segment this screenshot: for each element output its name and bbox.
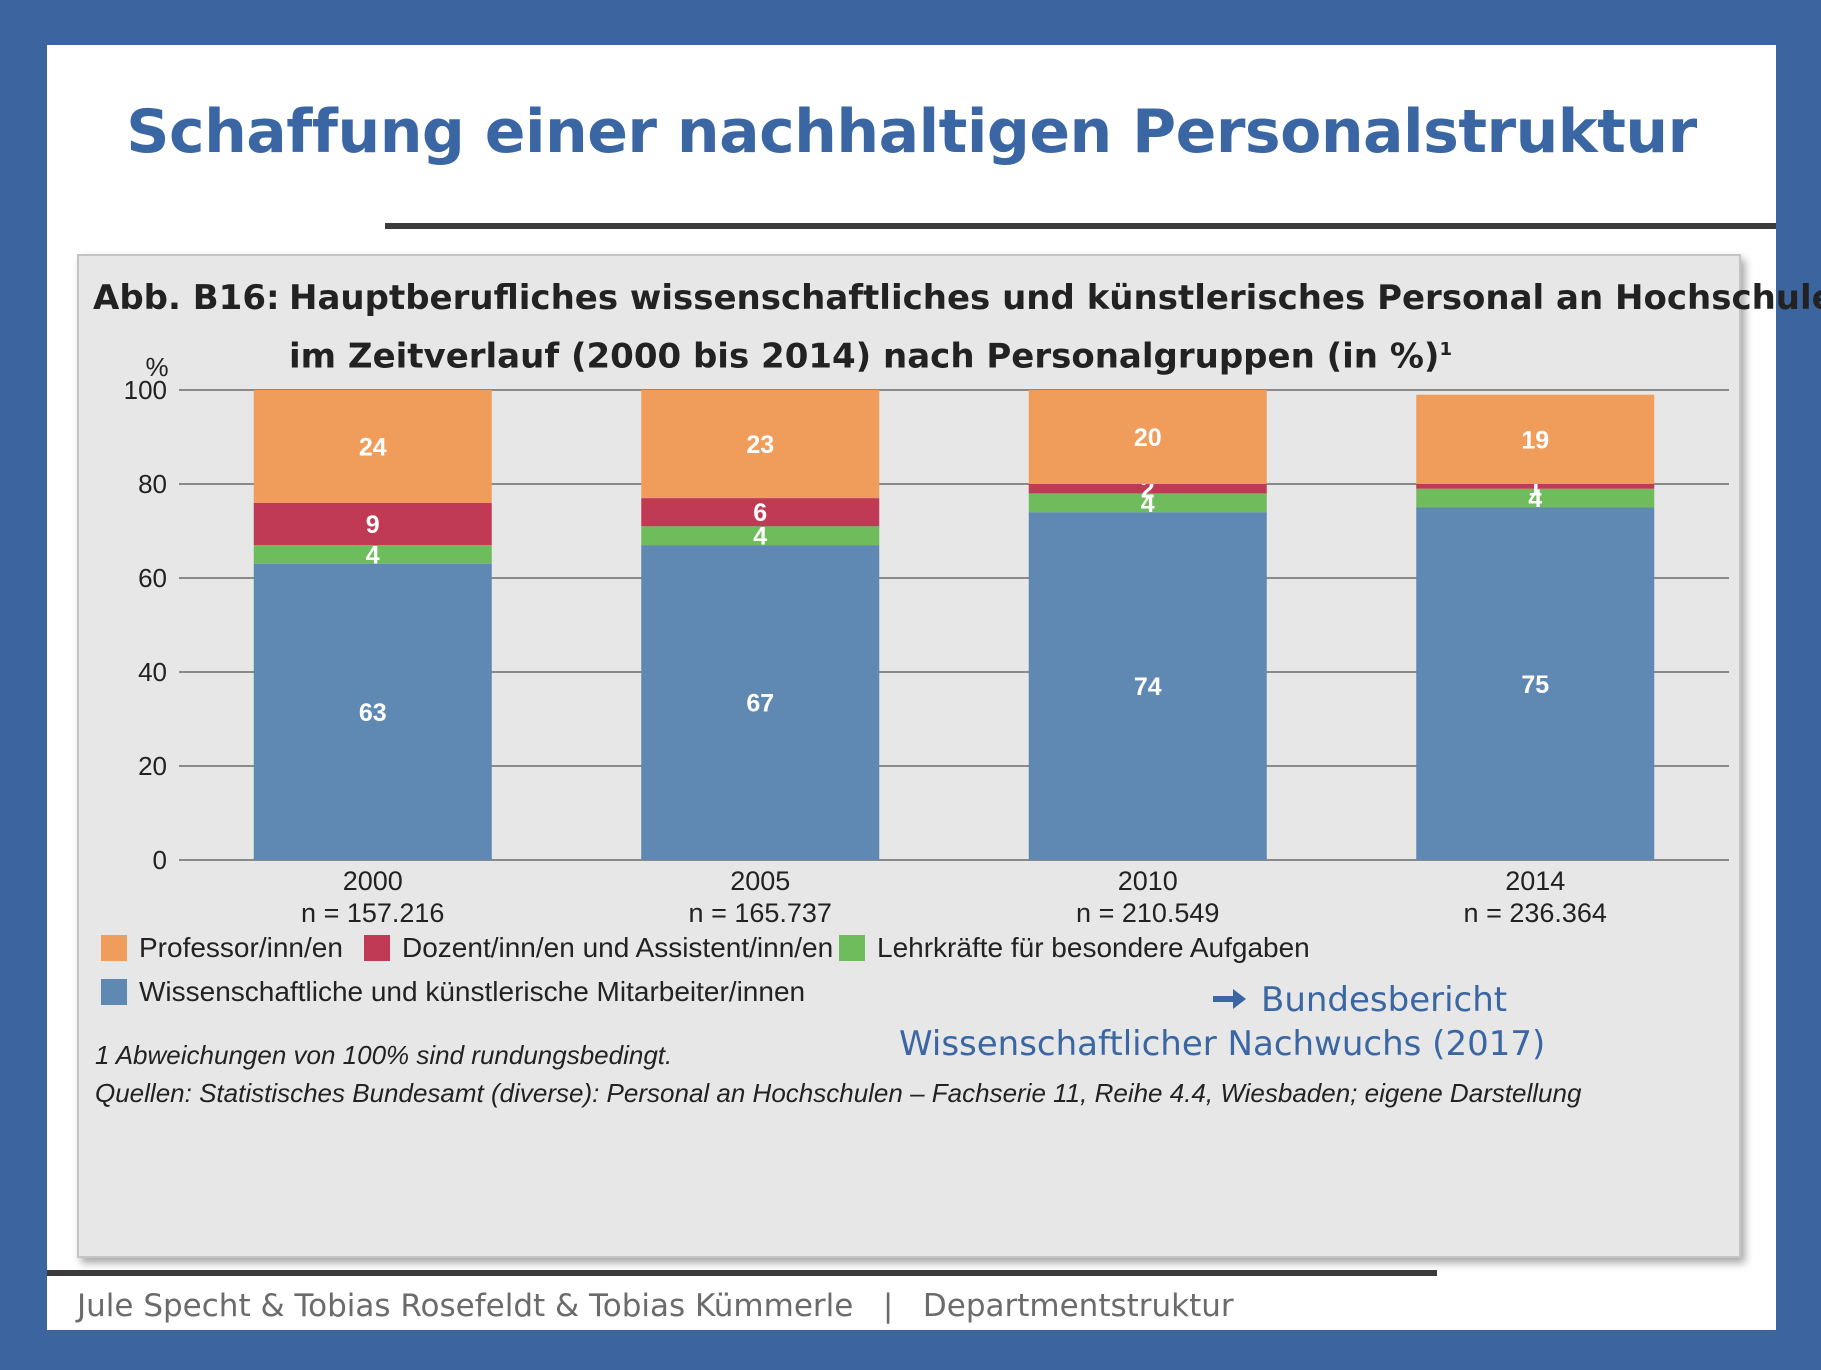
data-label: 20 [1134, 424, 1162, 452]
bar-segment [1416, 488, 1655, 508]
x-tick-label: 2010 [1118, 866, 1178, 896]
figure-panel: Abb. B16: Hauptberufliches wissenschaftl… [77, 254, 1821, 1258]
y-tick-label: 60 [138, 563, 167, 593]
data-label: 24 [359, 433, 387, 461]
report-link-title[interactable]: Wissenschaftlicher Nachwuchs (2017) [899, 1024, 1545, 1064]
arrow-right-icon [1213, 980, 1247, 1020]
legend-item: Lehrkräfte für besondere Aufgaben [839, 932, 1310, 964]
bar-segment [1028, 484, 1267, 494]
data-label: 4 [366, 542, 380, 570]
report-link-line2: Wissenschaftlicher Nachwuchs (2017) [899, 1024, 1546, 1064]
legend-item: Wissenschaftliche und künstlerische Mita… [101, 976, 805, 1008]
legend-label: Professor/inn/en [139, 932, 343, 963]
report-link-line1: Bundesbericht [1261, 980, 1508, 1020]
figure-title-footnote-mark: 1 [1439, 339, 1452, 360]
legend-label: Dozent/inn/en und Assistent/inn/en [402, 932, 834, 963]
bar-segment [1416, 507, 1655, 860]
data-label: 4 [753, 523, 767, 551]
bar-segment [641, 390, 880, 499]
report-link[interactable]: Bundesbericht [1213, 980, 1507, 1020]
data-label: 4 [1528, 485, 1542, 513]
x-tick-sublabel: n = 157.216 [301, 898, 444, 928]
data-label: 63 [359, 699, 387, 727]
bar-segment [1416, 394, 1655, 484]
y-axis-label: % [145, 352, 168, 382]
sources-note: Quellen: Statistisches Bundesamt (divers… [95, 1078, 1582, 1108]
data-label: 6 [753, 499, 767, 527]
data-label: 19 [1521, 426, 1549, 454]
x-tick-sublabel: n = 165.737 [689, 898, 832, 928]
bar-segment [1028, 512, 1267, 860]
x-tick-label: 2000 [343, 866, 403, 896]
bar-segment [641, 526, 880, 546]
x-tick-label: 2014 [1505, 866, 1565, 896]
data-label: 75 [1521, 671, 1549, 699]
bar-segment [253, 563, 492, 860]
figure-title-line1: Hauptberufliches wissenschaftliches und … [289, 278, 1821, 318]
x-tick-label: 2005 [730, 866, 790, 896]
x-tick-sublabel: n = 210.549 [1076, 898, 1219, 928]
legend-swatch [101, 979, 127, 1005]
slide-title: Schaffung einer nachhaltigen Personalstr… [126, 97, 1697, 167]
bar-segment [253, 390, 492, 503]
y-tick-label: 100 [124, 375, 167, 405]
y-tick-label: 20 [138, 751, 167, 781]
bar-segment [1416, 484, 1655, 489]
footer-divider [47, 1270, 1437, 1276]
figure-number: Abb. B16: [93, 278, 280, 318]
bar-segment [253, 545, 492, 564]
data-label: 67 [746, 690, 774, 718]
legend-item: Dozent/inn/en und Assistent/inn/en [364, 932, 833, 964]
bar-segment [253, 502, 492, 546]
legend-swatch [839, 935, 865, 961]
figure-title-line2-text: im Zeitverlauf (2000 bis 2014) nach Pers… [289, 336, 1440, 377]
figure-title-line2: im Zeitverlauf (2000 bis 2014) nach Pers… [289, 324, 1452, 382]
title-divider [385, 223, 1776, 229]
legend-item: Professor/inn/en [101, 932, 343, 964]
y-tick-label: 40 [138, 657, 167, 687]
bar-segment [1028, 390, 1267, 484]
data-label: 4 [1141, 490, 1155, 518]
legend-label: Lehrkräfte für besondere Aufgaben [877, 932, 1310, 963]
y-tick-label: 80 [138, 469, 167, 499]
slide-footer: Jule Specht & Tobias Rosefeldt & Tobias … [77, 1288, 1234, 1324]
x-tick-sublabel: n = 236.364 [1464, 898, 1607, 928]
bar-segment [641, 498, 880, 527]
y-tick-label: 0 [153, 845, 167, 875]
slide: Schaffung einer nachhaltigen Personalstr… [47, 45, 1821, 1330]
data-label: 74 [1134, 673, 1162, 701]
legend-label: Wissenschaftliche und künstlerische Mita… [139, 976, 806, 1007]
data-label: 9 [366, 511, 380, 539]
footnote: 1 Abweichungen von 100% sind rundungsbed… [95, 1040, 673, 1070]
bar-segment [641, 545, 880, 860]
legend-swatch [364, 935, 390, 961]
legend-swatch [101, 935, 127, 961]
data-label: 23 [746, 431, 774, 459]
bar-segment [1028, 493, 1267, 513]
